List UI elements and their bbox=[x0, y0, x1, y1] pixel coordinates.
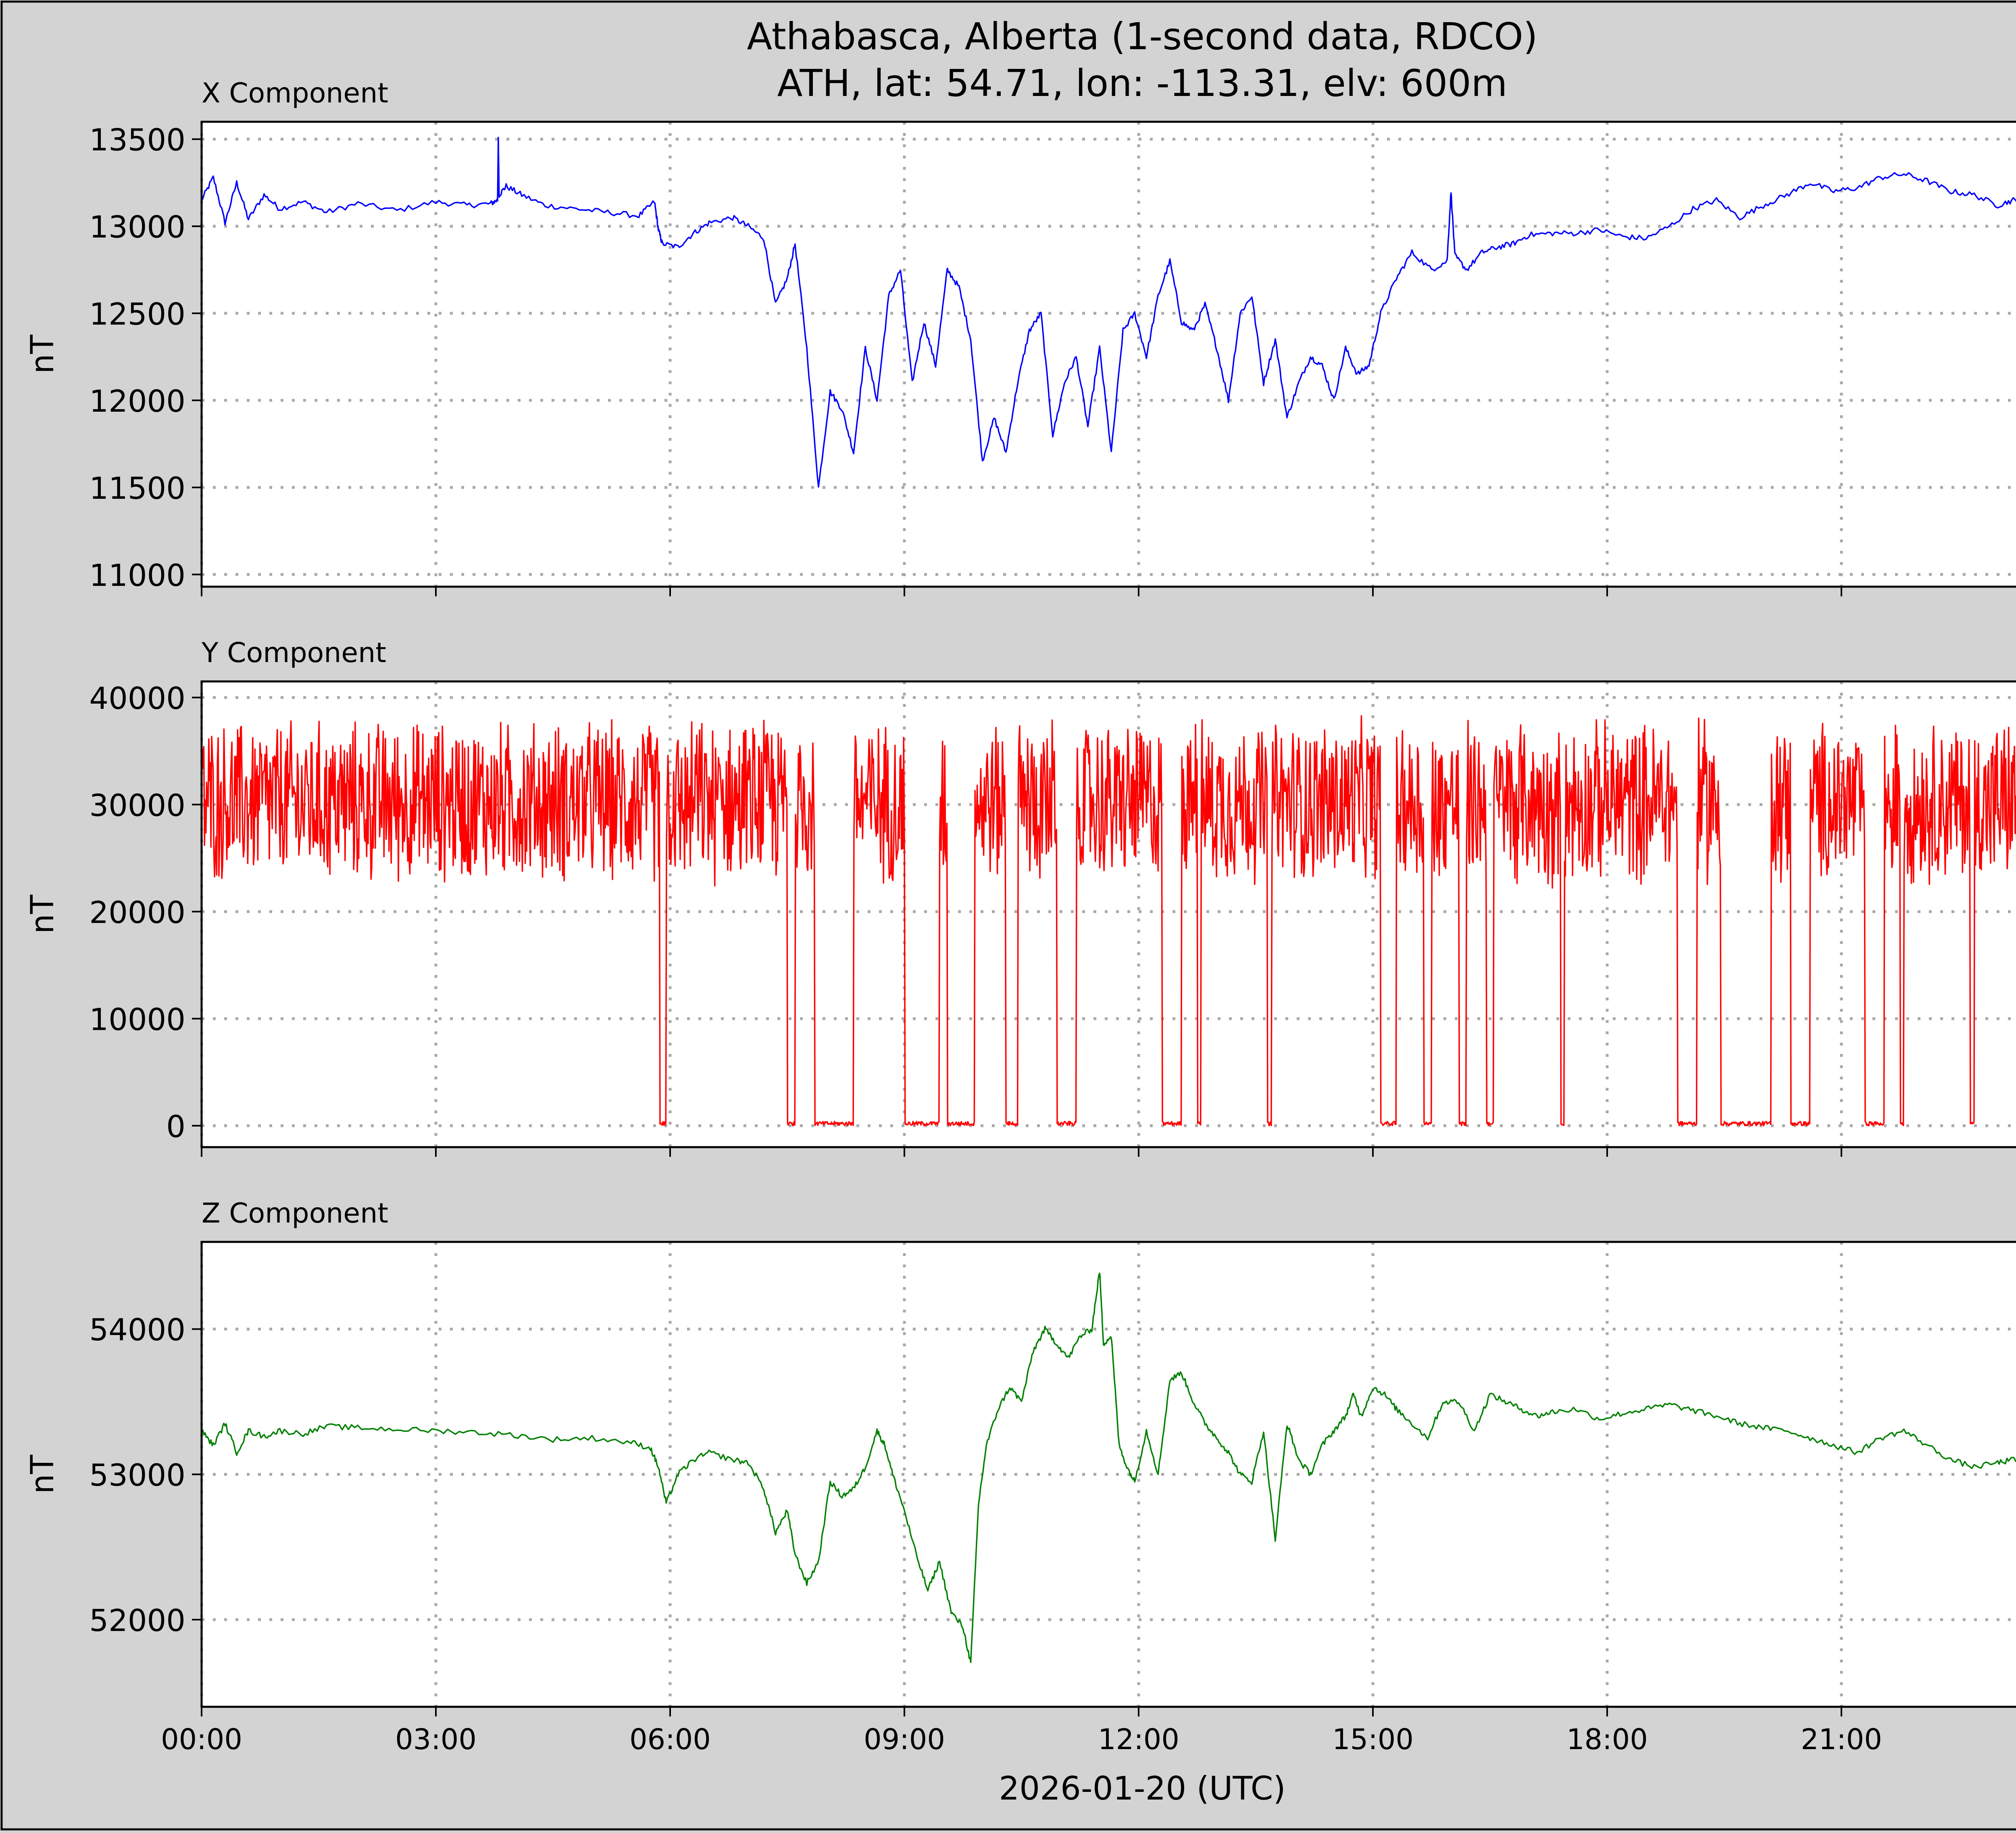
y-y-axis-label: nT bbox=[25, 895, 61, 934]
x-plot-area bbox=[202, 122, 2016, 587]
z-y-tick-label: 53000 bbox=[89, 1458, 185, 1493]
x-tick-label: 00:00 bbox=[161, 1723, 242, 1756]
y-y-tick-label: 0 bbox=[166, 1109, 185, 1144]
x-y-tick-label: 12500 bbox=[89, 296, 185, 332]
x-y-axis-label: nT bbox=[25, 335, 61, 374]
panels: 11000 11500 12000 12500 13000 13500 X Componen… bbox=[25, 77, 2016, 1756]
y-y-tick-label: 30000 bbox=[89, 787, 185, 823]
x-tick-label: 15:00 bbox=[1332, 1723, 1414, 1756]
y-series-line bbox=[201, 715, 2016, 1127]
y-y-tick-label: 40000 bbox=[89, 681, 185, 716]
x-y-tick-label: 11000 bbox=[89, 558, 185, 593]
z-series-line bbox=[201, 1273, 2016, 1663]
figure-title-line2: ATH, lat: 54.71, lon: -113.31, elv: 600m bbox=[777, 62, 1508, 105]
x-tick-label: 09:00 bbox=[864, 1723, 945, 1756]
x-tick-label: 03:00 bbox=[395, 1723, 477, 1756]
z-axes-frame bbox=[200, 1241, 2016, 1708]
z-panel-title: Z Component bbox=[202, 1198, 388, 1229]
figure-title-line1: Athabasca, Alberta (1-second data, RDCO) bbox=[747, 15, 1537, 58]
x-tick-label: 21:00 bbox=[1801, 1723, 1882, 1756]
y-y-tick-label: 20000 bbox=[89, 895, 185, 930]
y-panel-title: Y Component bbox=[201, 637, 386, 669]
x-panel-title: X Component bbox=[202, 77, 388, 109]
x-tick-label: 18:00 bbox=[1566, 1723, 1648, 1756]
x-tick-label: 12:00 bbox=[1098, 1723, 1179, 1756]
x-y-tick-label: 13500 bbox=[89, 122, 185, 158]
y-component-panel: 0 10000 20000 30000 40000 Y Component nT bbox=[25, 637, 2016, 1157]
x-y-tick-label: 13000 bbox=[89, 209, 185, 245]
x-component-panel: 11000 11500 12000 12500 13000 13500 X Componen… bbox=[25, 77, 2016, 596]
z-y-tick-label: 52000 bbox=[89, 1603, 185, 1638]
z-y-tick-label: 54000 bbox=[89, 1312, 185, 1348]
x-axes-frame bbox=[200, 121, 2016, 588]
x-tick-label: 06:00 bbox=[629, 1723, 711, 1756]
z-y-axis-label: nT bbox=[25, 1455, 61, 1494]
x-axis-label: 2026-01-20 (UTC) bbox=[999, 1770, 1285, 1807]
x-y-tick-label: 12000 bbox=[89, 383, 185, 419]
y-axes-frame bbox=[200, 680, 2016, 1148]
z-component-panel: 52000 53000 54000 Z Component nT 00:00 03:00 06… bbox=[25, 1198, 2016, 1756]
y-y-tick-label: 10000 bbox=[89, 1002, 185, 1037]
x-y-tick-label: 11500 bbox=[89, 471, 185, 506]
z-plot-area bbox=[202, 1242, 2016, 1707]
x-series-line bbox=[201, 137, 2016, 488]
